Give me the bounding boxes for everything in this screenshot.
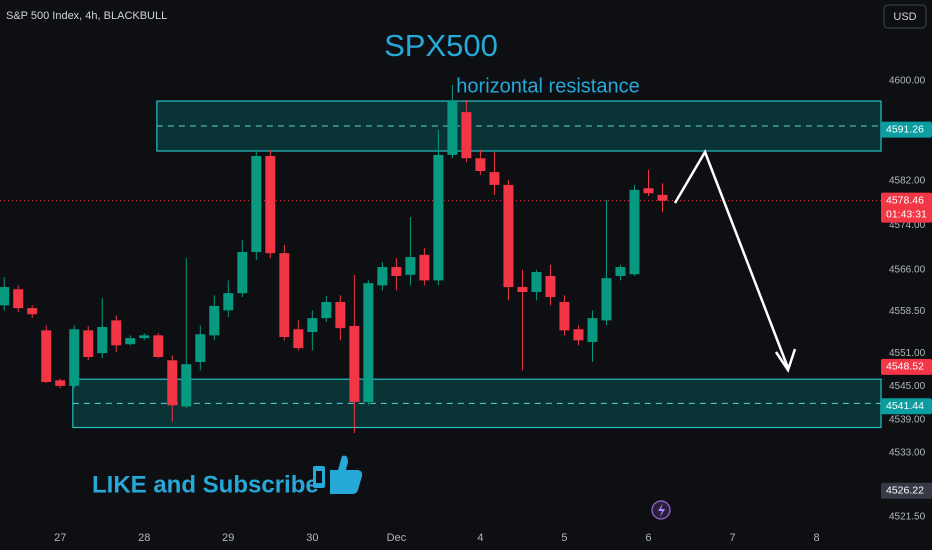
price-label: 4548.52 [886, 361, 924, 373]
candle-body [251, 156, 262, 253]
zone [156, 100, 882, 152]
candle-body [41, 330, 52, 382]
candle-body [181, 364, 192, 407]
candle-body [55, 380, 66, 386]
candle-body [237, 252, 248, 294]
x-tick-label: 27 [54, 532, 66, 544]
y-tick-label: 4600.00 [889, 76, 926, 87]
candle-body [265, 156, 276, 254]
candle-body [209, 305, 220, 336]
candle-body [321, 302, 332, 319]
candle-body [13, 289, 24, 309]
y-tick-label: 4533.00 [889, 448, 926, 459]
price-label: 4591.26 [886, 123, 924, 135]
candle-body [69, 329, 80, 386]
candle-body [531, 272, 542, 293]
candle-body [223, 293, 234, 311]
price-label-box [881, 192, 932, 223]
currency-button[interactable] [883, 4, 927, 29]
candle-body [629, 189, 640, 275]
candle-body [573, 329, 584, 341]
y-tick-label: 4574.00 [889, 220, 926, 231]
candle-body [405, 257, 416, 275]
candle-body [363, 283, 374, 402]
candle-body [503, 184, 514, 288]
candle-body [83, 330, 94, 357]
axes: 4600.00 4582.00 4574.00 4566.00 4558.50 4551.… [54, 76, 932, 544]
price-label-box [881, 482, 932, 499]
candle-body [195, 334, 206, 362]
y-tick-label: 4566.00 [889, 264, 926, 275]
candle-body [125, 338, 136, 345]
candle-body [335, 302, 346, 329]
candle-body [0, 287, 10, 306]
candle-body [433, 154, 444, 281]
candle-body [307, 318, 318, 333]
price-label: 4541.44 [886, 400, 924, 412]
candle-body [293, 329, 304, 349]
candle-body [475, 158, 486, 172]
x-tick-label: 6 [645, 532, 651, 544]
candle-body [153, 335, 164, 357]
candle-body [167, 360, 178, 406]
candle-body [615, 267, 626, 276]
price-label: 4578.46 [886, 194, 924, 206]
chart-title: SPX500 [384, 28, 498, 63]
price-label-box [881, 398, 932, 415]
events-icon[interactable] [651, 500, 671, 520]
x-tick-label: 4 [477, 532, 483, 544]
candle-body [139, 335, 150, 339]
y-tick-label: 4539.00 [889, 414, 926, 425]
y-tick-label: 4521.50 [889, 512, 926, 523]
candle-body [377, 267, 388, 286]
x-tick-label: 28 [138, 532, 150, 544]
zones [0, 100, 882, 429]
candle-body [601, 278, 612, 321]
currency-label[interactable]: USD [893, 11, 916, 23]
annotation: LIKE and Subscribe [92, 471, 319, 498]
x-tick-label: 5 [561, 532, 567, 544]
candles [0, 84, 668, 434]
candle-body [111, 320, 122, 346]
price-label-box [881, 121, 932, 138]
y-tick-label: 4558.50 [889, 306, 926, 317]
symbol-header: S&P 500 Index, 4h, BLACKBULL [6, 10, 167, 22]
x-tick-label: Dec [387, 532, 407, 544]
annotation: horizontal resistance [456, 75, 639, 97]
x-tick-label: 8 [814, 532, 820, 544]
candle-body [279, 253, 290, 338]
candle-body [657, 194, 668, 201]
candle-body [545, 275, 556, 298]
thumbs-up-icon [313, 455, 363, 494]
candle-body [419, 254, 430, 281]
y-tick-label: 4545.00 [889, 381, 926, 392]
candle-body [517, 287, 528, 293]
candle-body [461, 112, 472, 159]
price-label-box [881, 358, 932, 375]
candle-body [391, 267, 402, 276]
candle-body [97, 327, 108, 354]
price-countdown: 01:43:31 [886, 208, 927, 220]
y-tick-label: 4551.00 [889, 348, 926, 359]
projection-arrow [673, 149, 797, 373]
x-tick-label: 7 [729, 532, 735, 544]
candle-body [643, 188, 654, 194]
y-tick-label: 4582.00 [889, 176, 926, 187]
x-tick-label: 30 [306, 532, 318, 544]
candle-body [489, 172, 500, 185]
candle-body [587, 318, 598, 343]
candle-body [27, 308, 38, 315]
candle-body [349, 325, 360, 402]
x-tick-label: 29 [222, 532, 234, 544]
price-label: 4526.22 [886, 484, 924, 496]
candle-body [447, 101, 458, 155]
candle-body [559, 302, 570, 331]
